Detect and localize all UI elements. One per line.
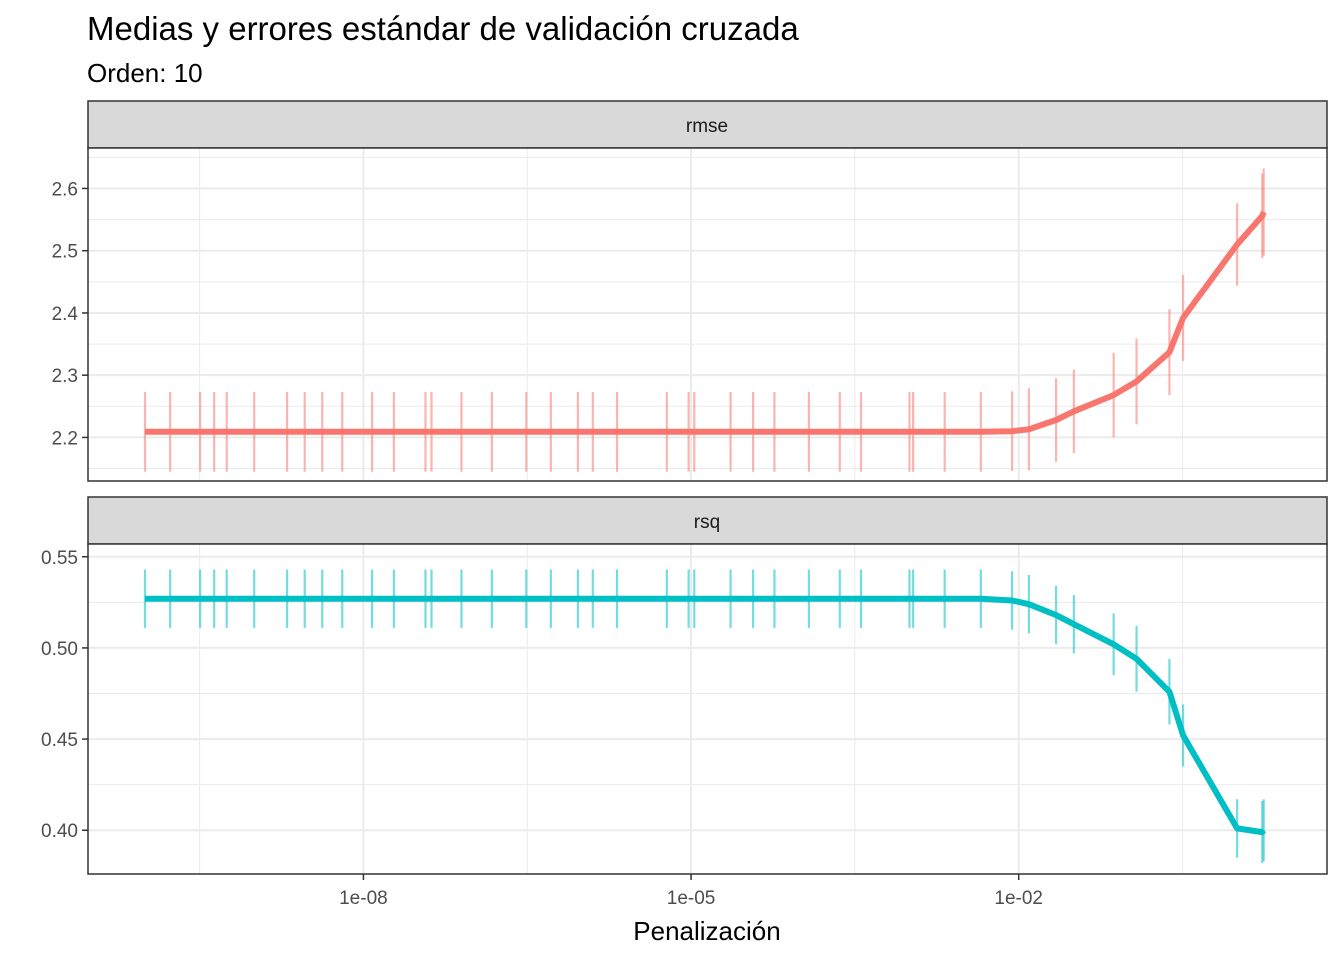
- x-axis-title: Penalización: [633, 916, 780, 946]
- x-tick-label: 1e-02: [994, 888, 1043, 909]
- panel-grid-rmse: [88, 148, 1327, 481]
- panel-background: [88, 148, 1327, 481]
- y-axis-rmse: 2.2 2.3 2.4 2.5 2.6: [52, 179, 88, 449]
- chart-subtitle: Orden: 10: [87, 58, 203, 88]
- facet-label-rmse: rmse: [686, 116, 728, 137]
- facet-panel-rsq: rsq 0.40 0.45 0.50 0.55: [41, 496, 1328, 875]
- facet-label-rsq: rsq: [694, 512, 720, 533]
- panel-marks-rmse: [143, 168, 1267, 472]
- chart-title: Medias y errores estándar de validación …: [87, 10, 799, 47]
- mean-line-rmse: [145, 211, 1267, 435]
- panel-background: [88, 544, 1327, 874]
- y-tick-label: 0.55: [41, 548, 78, 569]
- mean-line-rsq: [145, 595, 1267, 836]
- facet-panel-rmse: rmse 2.2 2.3 2.4 2.5 2.6: [52, 100, 1328, 482]
- y-tick-label: 0.45: [41, 730, 78, 751]
- panel-marks-rsq: [143, 569, 1267, 864]
- y-tick-label: 0.50: [41, 639, 78, 660]
- y-tick-label: 2.2: [52, 428, 78, 449]
- y-tick-label: 2.6: [52, 179, 78, 200]
- y-tick-label: 0.40: [41, 821, 78, 842]
- y-tick-label: 2.5: [52, 242, 78, 263]
- x-axis: 1e-08 1e-05 1e-02: [339, 874, 1043, 909]
- y-tick-label: 2.3: [52, 366, 78, 387]
- x-tick-label: 1e-08: [339, 888, 388, 909]
- panel-border-rsq: [87, 543, 1328, 875]
- y-axis-rsq: 0.40 0.45 0.50 0.55: [41, 548, 88, 842]
- facet-strip-rsq: [87, 496, 1328, 545]
- panel-border-rmse: [87, 147, 1328, 482]
- facet-strip-rmse: [87, 100, 1328, 149]
- y-tick-label: 2.4: [52, 304, 79, 325]
- x-tick-label: 1e-05: [667, 888, 716, 909]
- panel-grid-rsq: [88, 544, 1327, 874]
